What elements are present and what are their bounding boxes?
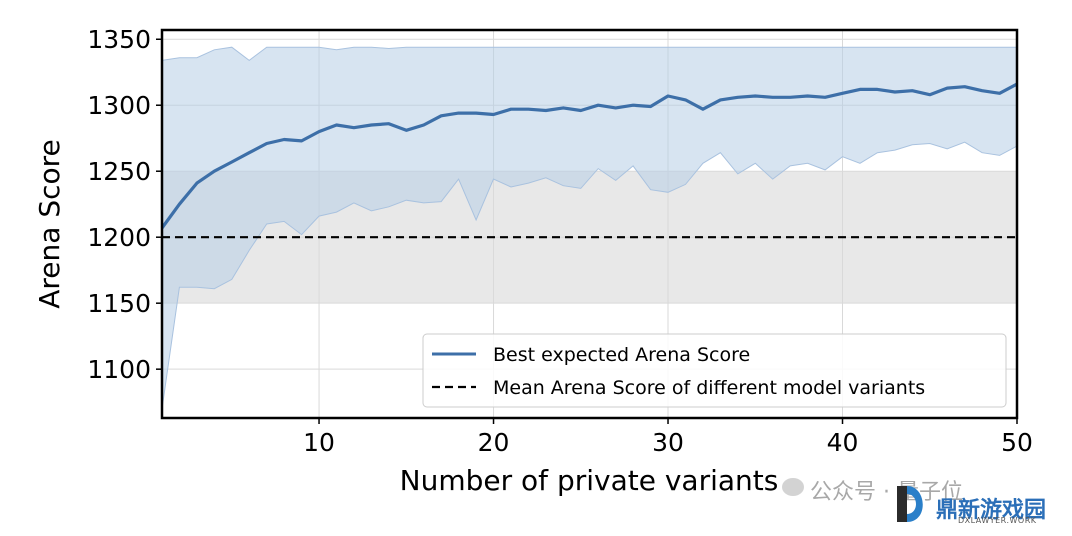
y-tick-label: 1350 bbox=[87, 25, 151, 54]
plot-frame bbox=[160, 28, 1019, 420]
x-tick-label: 20 bbox=[478, 428, 510, 457]
legend: Best expected Arena Score Mean Arena Sco… bbox=[422, 333, 1007, 408]
x-tick-label: 10 bbox=[303, 428, 335, 457]
series-line-layer bbox=[160, 82, 1018, 229]
x-axis-label: Number of private variants bbox=[400, 464, 779, 497]
y-tick-label: 1150 bbox=[87, 289, 151, 318]
legend-label-mean: Mean Arena Score of different model vari… bbox=[493, 377, 925, 399]
y-tick-label: 1300 bbox=[87, 91, 151, 120]
brand-logo-icon bbox=[893, 482, 929, 526]
x-tick-label: 30 bbox=[652, 428, 684, 457]
tick-layer: 10 20 30 40 50 1100 1150 1200 1250 1300 1350 bbox=[87, 25, 1033, 457]
best-expected-score-line bbox=[160, 82, 1018, 229]
y-tick-label: 1250 bbox=[87, 157, 151, 186]
brand-url: DXLAWYER.WORK bbox=[958, 516, 1037, 525]
chat-bubble-icon bbox=[782, 478, 804, 496]
legend-box bbox=[422, 333, 1007, 408]
y-tick-label: 1100 bbox=[87, 355, 151, 384]
x-tick-label: 40 bbox=[827, 428, 859, 457]
watermark-channel-text: 公众号 · 量子位 bbox=[810, 480, 963, 505]
legend-label-best-expected: Best expected Arena Score bbox=[493, 344, 750, 366]
x-tick-label: 50 bbox=[1001, 428, 1033, 457]
y-axis-label: Arena Score bbox=[33, 139, 66, 309]
y-tick-label: 1200 bbox=[87, 223, 151, 252]
brand-name: 鼎新游戏园 bbox=[936, 498, 1047, 523]
